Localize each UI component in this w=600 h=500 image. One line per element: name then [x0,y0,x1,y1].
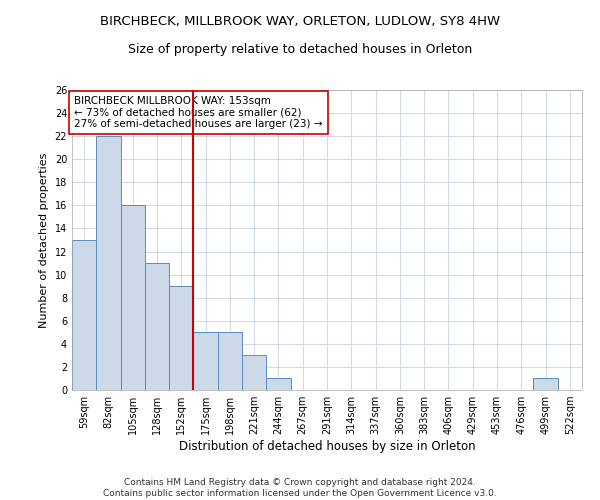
Bar [242,356,266,390]
Bar [72,240,96,390]
Bar [169,286,193,390]
Text: Contains HM Land Registry data © Crown copyright and database right 2024.
Contai: Contains HM Land Registry data © Crown c… [103,478,497,498]
Bar [145,263,169,390]
Bar [121,206,145,390]
Bar [218,332,242,390]
Bar [266,378,290,390]
Text: BIRCHBECK MILLBROOK WAY: 153sqm
← 73% of detached houses are smaller (62)
27% of: BIRCHBECK MILLBROOK WAY: 153sqm ← 73% of… [74,96,323,129]
Text: BIRCHBECK, MILLBROOK WAY, ORLETON, LUDLOW, SY8 4HW: BIRCHBECK, MILLBROOK WAY, ORLETON, LUDLO… [100,15,500,28]
Y-axis label: Number of detached properties: Number of detached properties [39,152,49,328]
Bar [193,332,218,390]
X-axis label: Distribution of detached houses by size in Orleton: Distribution of detached houses by size … [179,440,475,453]
Bar [533,378,558,390]
Bar [96,136,121,390]
Text: Size of property relative to detached houses in Orleton: Size of property relative to detached ho… [128,42,472,56]
